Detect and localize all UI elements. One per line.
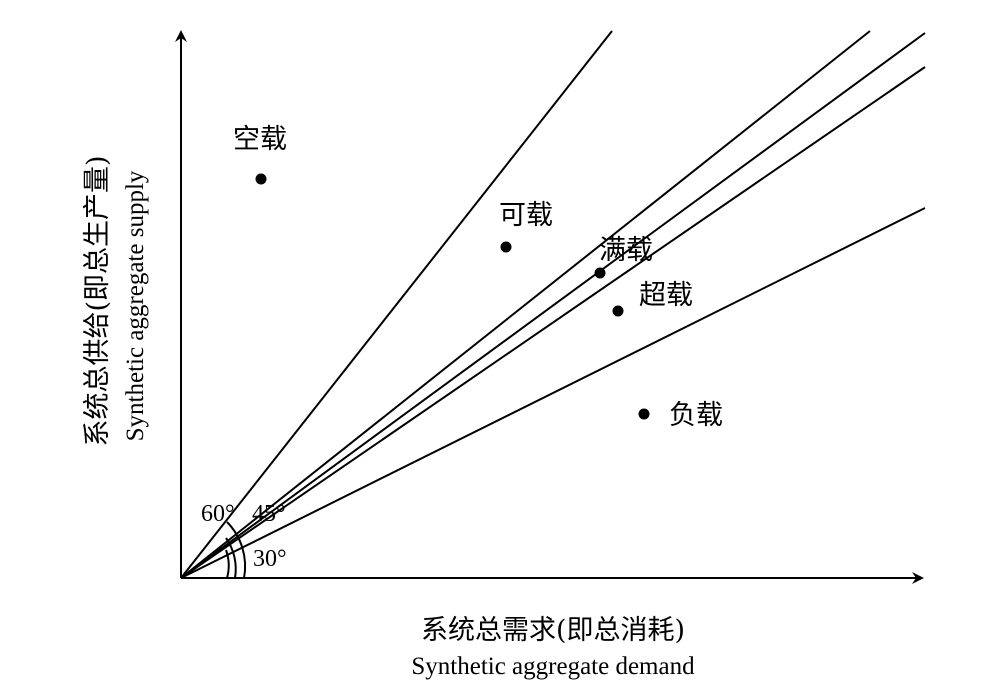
point-label-manzai: 满载 (599, 235, 653, 266)
angle-arc-inner (225, 549, 230, 579)
angle-arc-outer (226, 521, 247, 579)
point-label-kongzai: 空载 (233, 124, 287, 155)
ray-upper-near-45 (180, 30, 871, 579)
y-axis-label-en: Synthetic aggregate supply (122, 170, 149, 441)
angle-arc-middle (225, 537, 237, 579)
x-axis-label-cn: 系统总需求(即总消耗) (421, 615, 685, 646)
point-fuzai (638, 408, 650, 420)
point-label-chaozai: 超载 (639, 280, 693, 311)
point-label-kezai: 可载 (499, 200, 553, 231)
ray-lower-near-45 (180, 66, 926, 579)
point-manzai (594, 267, 606, 279)
y-axis-label-cn: 系统总供给(即总生产量) (82, 155, 113, 446)
ray-45-degree (180, 32, 926, 579)
angle-label-45: 45° (252, 501, 286, 527)
point-kezai (500, 241, 512, 253)
angle-label-60: 60° (201, 501, 235, 527)
ray-30-degree (180, 207, 926, 579)
ray-60-degree (180, 30, 613, 579)
angle-label-30: 30° (253, 546, 287, 572)
point-chaozai (612, 305, 624, 317)
point-kongzai (255, 173, 267, 185)
point-label-fuzai: 负载 (669, 400, 723, 431)
x-axis-label-en: Synthetic aggregate demand (411, 653, 695, 680)
